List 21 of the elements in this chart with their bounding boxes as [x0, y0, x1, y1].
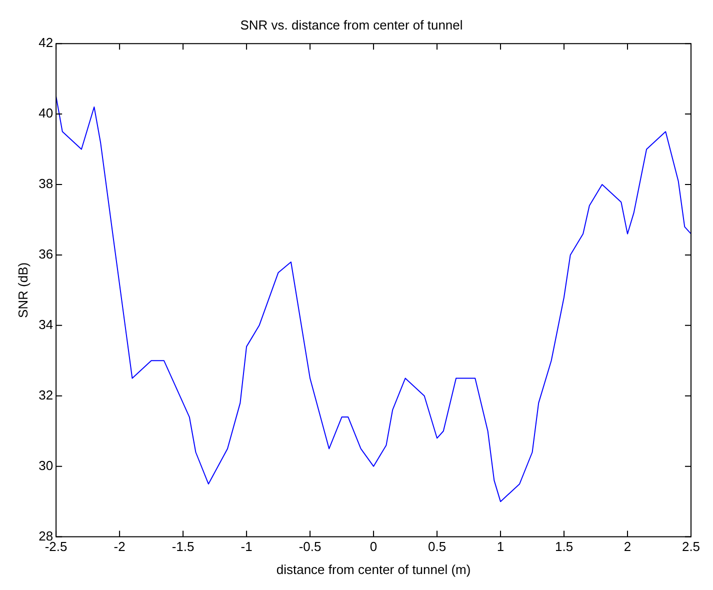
x-axis-title: distance from center of tunnel (m) [276, 562, 471, 577]
y-tick-label: 40 [38, 106, 54, 121]
y-tick-label: 34 [38, 317, 54, 332]
y-tick-label: 32 [38, 387, 54, 402]
chart-title: SNR vs. distance from center of tunnel [240, 17, 463, 32]
x-tick-label: 0 [370, 539, 378, 554]
x-tick-label: -0.5 [298, 539, 322, 554]
x-tick-label: 2.5 [682, 539, 700, 554]
y-tick-label: 28 [38, 528, 54, 544]
x-tick-label: 1 [496, 539, 504, 554]
y-tick-label: 38 [38, 176, 54, 192]
x-tick-label: -1.5 [172, 539, 194, 554]
y-axis-title: SNR (dB) [15, 262, 30, 318]
x-tick-label: 2 [624, 539, 632, 554]
y-tick-label: 30 [38, 458, 54, 473]
x-tick-label: 1.5 [554, 539, 574, 554]
x-tick-label: 0.5 [428, 539, 446, 554]
y-tick-label: 36 [38, 246, 54, 262]
x-tick-label: -2 [114, 539, 126, 554]
y-tick-label: 42 [38, 35, 54, 50]
x-tick-label: -1 [240, 539, 252, 554]
